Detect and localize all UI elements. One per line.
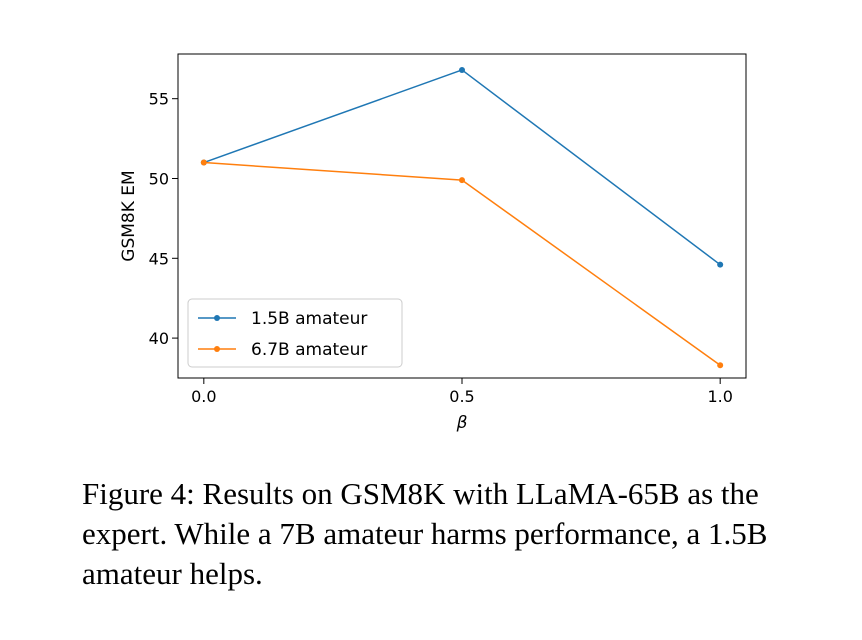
data-point [717,362,724,369]
legend: 1.5B amateur 6.7B amateur [187,298,403,368]
data-point [459,66,465,73]
y-tick-label: 50 [149,169,169,188]
legend-entry: 1.5B amateur [198,309,367,329]
x-tick-label: 0.5 [449,387,474,406]
legend-marker [214,346,220,352]
legend-box [187,298,403,368]
y-tick-label: 55 [149,90,169,109]
y-axis-title: GSM8K EM [119,170,139,261]
data-point [459,177,465,184]
legend-marker [214,315,220,321]
line-chart: 40 45 50 55 0.0 0.5 1.0 GSM8K EM β 1.5B amate… [119,53,747,433]
legend-label: 1.5B amateur [251,309,367,329]
y-tick-label: 45 [149,249,169,268]
series-layer [200,66,724,369]
x-tick-label: 0.0 [191,387,216,406]
data-point [717,261,724,268]
legend-entry: 6.7B amateur [198,340,367,360]
x-tick-label: 1.0 [707,387,732,406]
x-axis-ticks: 0.0 0.5 1.0 [191,378,733,406]
x-axis-title: β [456,413,468,433]
figure-caption: Figure 4: Results on GSM8K with LLaMA-65… [82,476,768,591]
series-2 [200,159,724,369]
y-axis-ticks: 40 45 50 55 [149,90,178,348]
data-point [200,159,207,166]
legend-label: 6.7B amateur [251,340,367,360]
y-tick-label: 40 [149,329,169,348]
